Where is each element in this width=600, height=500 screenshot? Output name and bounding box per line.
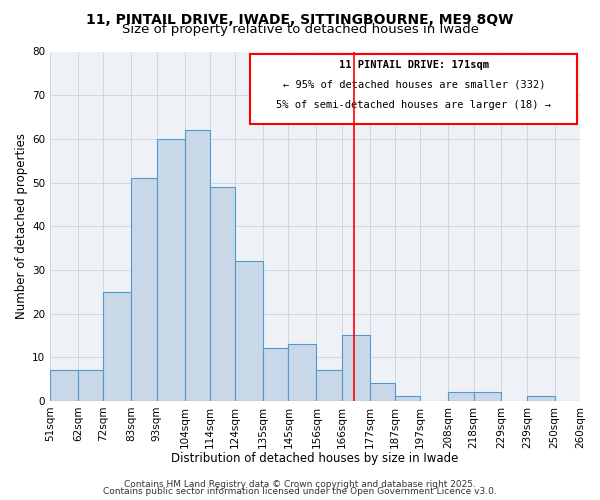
Text: ← 95% of detached houses are smaller (332): ← 95% of detached houses are smaller (33… <box>283 80 545 90</box>
Bar <box>316 370 341 401</box>
Bar <box>341 336 370 401</box>
Bar <box>473 392 502 401</box>
Text: Size of property relative to detached houses in Iwade: Size of property relative to detached ho… <box>121 22 479 36</box>
Bar <box>395 396 420 401</box>
Bar <box>157 139 185 401</box>
Bar <box>235 261 263 401</box>
Bar <box>289 344 316 401</box>
Text: 11, PINTAIL DRIVE, IWADE, SITTINGBOURNE, ME9 8QW: 11, PINTAIL DRIVE, IWADE, SITTINGBOURNE,… <box>86 12 514 26</box>
Bar <box>103 292 131 401</box>
Text: Contains HM Land Registry data © Crown copyright and database right 2025.: Contains HM Land Registry data © Crown c… <box>124 480 476 489</box>
Bar <box>263 348 289 401</box>
Text: 11 PINTAIL DRIVE: 171sqm: 11 PINTAIL DRIVE: 171sqm <box>339 60 489 70</box>
X-axis label: Distribution of detached houses by size in Iwade: Distribution of detached houses by size … <box>172 452 459 465</box>
Bar <box>50 370 78 401</box>
Bar <box>131 178 157 401</box>
Bar <box>78 370 103 401</box>
Text: Contains public sector information licensed under the Open Government Licence v3: Contains public sector information licen… <box>103 488 497 496</box>
Bar <box>210 187 235 401</box>
Bar <box>370 384 395 401</box>
Y-axis label: Number of detached properties: Number of detached properties <box>15 133 28 319</box>
FancyBboxPatch shape <box>250 54 577 124</box>
Bar <box>448 392 473 401</box>
Text: 5% of semi-detached houses are larger (18) →: 5% of semi-detached houses are larger (1… <box>277 100 551 110</box>
Bar <box>185 130 210 401</box>
Bar <box>527 396 554 401</box>
